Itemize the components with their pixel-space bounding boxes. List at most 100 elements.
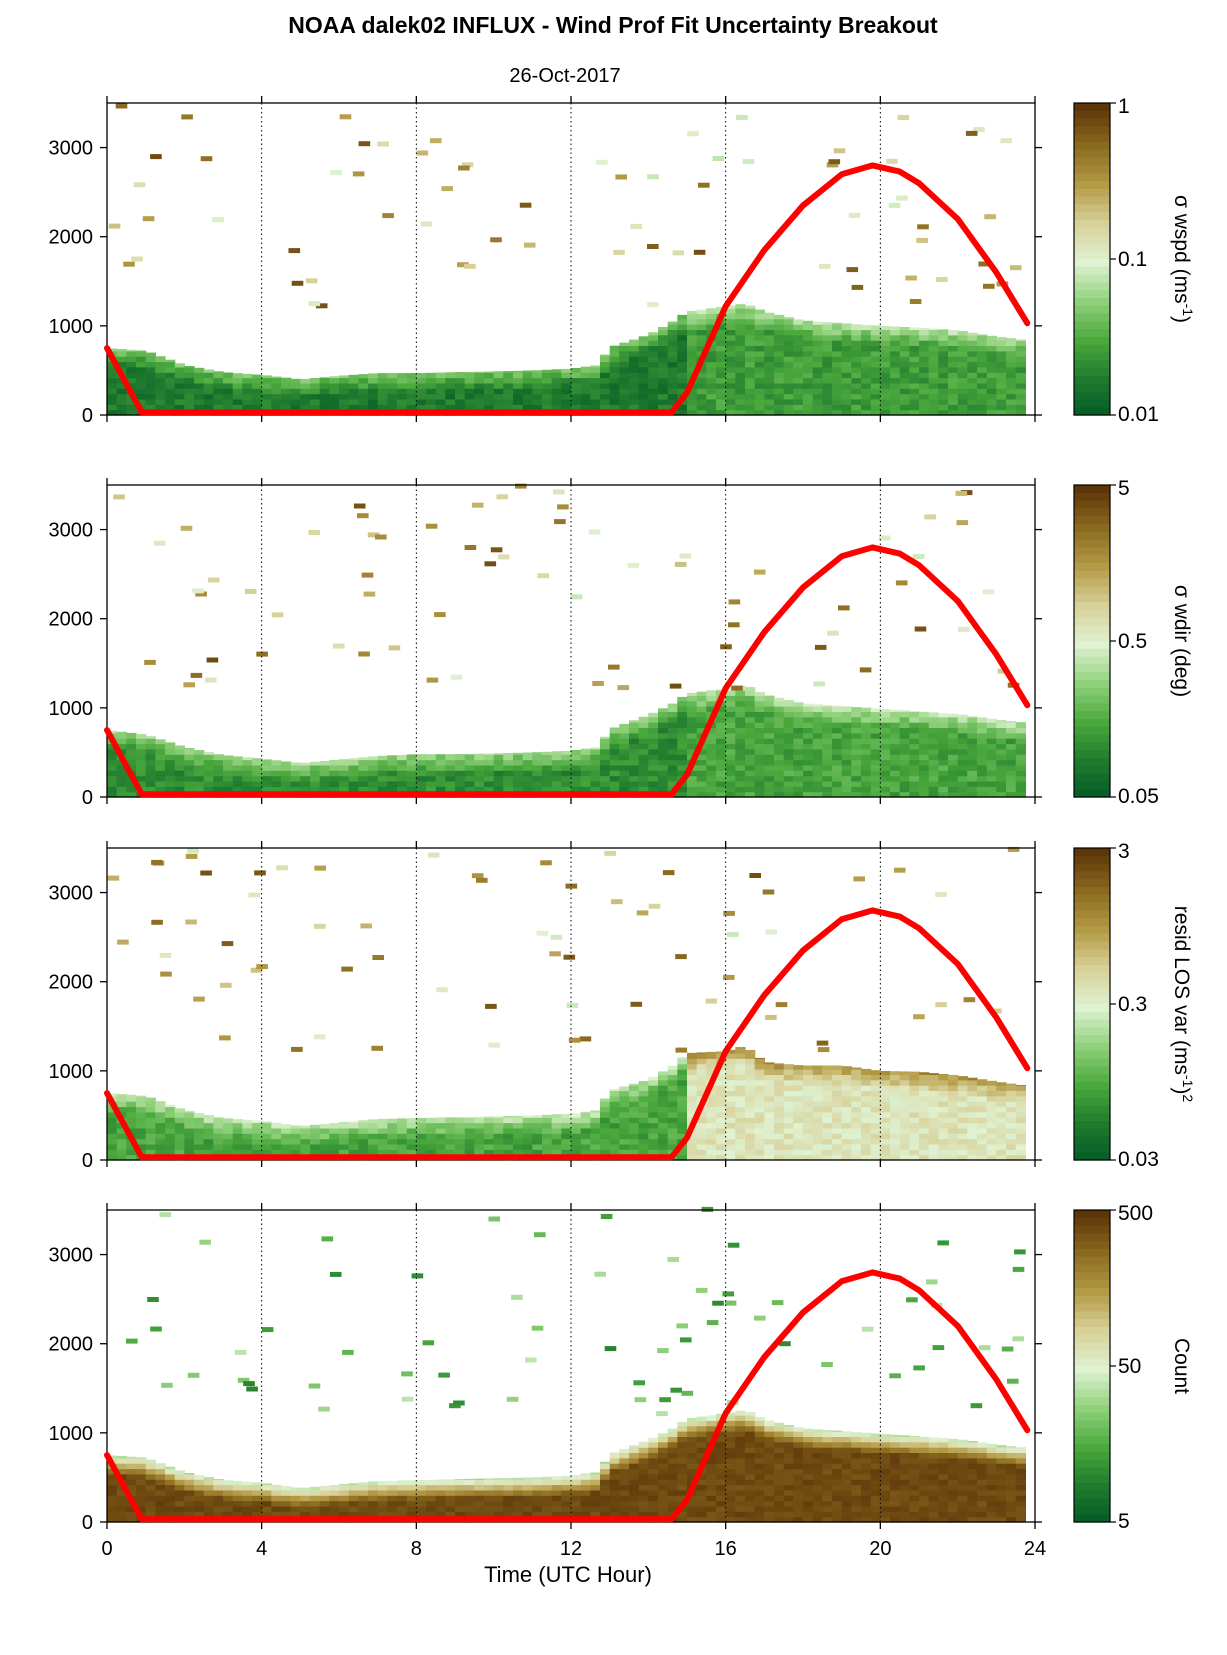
heatmap-cell — [938, 361, 949, 368]
heatmap-cell — [725, 716, 736, 723]
heatmap-cell — [600, 754, 611, 761]
heatmap-cell — [1006, 791, 1017, 798]
heatmap-cell — [165, 382, 176, 389]
heatmap-cell — [851, 1117, 862, 1124]
heatmap-cell — [687, 1111, 698, 1118]
heatmap-cell — [329, 388, 340, 395]
heatmap-cell — [426, 393, 437, 400]
heatmap-cell — [841, 1144, 852, 1150]
heatmap-cell — [116, 1138, 127, 1145]
heatmap-cell — [638, 350, 649, 357]
heatmap-cell — [464, 754, 475, 761]
heatmap-cell — [416, 1138, 427, 1145]
heatmap-cell — [377, 1506, 388, 1512]
heatmap-cell — [513, 754, 524, 761]
heatmap-cell — [696, 340, 707, 346]
heatmap-cell — [551, 1133, 562, 1140]
heatmap-cell — [503, 1122, 514, 1129]
heatmap-cell — [725, 377, 736, 384]
heatmap-cell — [155, 1127, 166, 1134]
heatmap-cell — [822, 1079, 833, 1086]
heatmap-cell — [252, 1120, 263, 1124]
heatmap-cell — [116, 409, 127, 416]
heatmap-cell — [774, 1138, 785, 1145]
heatmap-cell — [774, 1063, 785, 1070]
heatmap-cell — [658, 1436, 669, 1443]
heatmap-cell — [458, 165, 470, 171]
heatmap-cell — [254, 870, 266, 876]
heatmap-cell — [513, 1122, 524, 1129]
heatmap-cell — [899, 786, 910, 793]
heatmap-cell — [967, 399, 978, 405]
heatmap-cell — [928, 1073, 939, 1075]
heatmap-cell — [290, 382, 301, 389]
heatmap-cell — [832, 786, 843, 793]
heatmap-cell — [1006, 1133, 1017, 1140]
heatmap-cell — [706, 759, 717, 766]
heatmap-cell — [358, 1122, 369, 1129]
heatmap-cell — [242, 1127, 253, 1134]
heatmap-cell — [339, 781, 350, 787]
heatmap-cell — [107, 1122, 118, 1129]
heatmap-cell — [928, 748, 939, 755]
heatmap-cell — [126, 399, 137, 405]
heatmap-cell — [977, 722, 988, 728]
heatmap-cell — [629, 1445, 640, 1448]
heatmap-cell — [957, 340, 968, 346]
heatmap-cell — [416, 1489, 427, 1496]
heatmap-cell — [213, 399, 224, 405]
heatmap-cell — [1006, 1111, 1017, 1118]
heatmap-cell — [753, 569, 766, 575]
heatmap-cell — [841, 1117, 852, 1124]
colorbar-swatch — [1074, 980, 1110, 989]
heatmap-cell — [957, 738, 968, 745]
heatmap-cell — [155, 1463, 166, 1470]
heatmap-cell — [899, 340, 910, 346]
heatmap-cell — [203, 1133, 214, 1140]
heatmap-cell — [551, 404, 562, 411]
heatmap-cell — [957, 1127, 968, 1134]
heatmap-cell — [658, 748, 669, 755]
heatmap-cell — [571, 388, 582, 395]
heatmap-cell — [329, 1138, 340, 1145]
colorbar-swatch — [1074, 664, 1110, 673]
heatmap-cell — [754, 764, 765, 771]
heatmap-cell — [667, 716, 678, 723]
heatmap-cell — [890, 326, 901, 330]
heatmap-cell — [271, 393, 282, 400]
heatmap-cell — [435, 377, 446, 384]
heatmap-cell — [116, 1456, 127, 1459]
heatmap-cell — [213, 404, 224, 411]
heatmap-cell — [223, 1480, 234, 1486]
heatmap-cell — [474, 770, 485, 777]
heatmap-cell — [300, 764, 311, 771]
heatmap-cell — [490, 237, 502, 243]
heatmap-cell — [375, 534, 387, 540]
heatmap-cell — [667, 393, 678, 400]
heatmap-cell — [155, 1133, 166, 1140]
heatmap-cell — [484, 770, 495, 777]
heatmap-cell — [822, 340, 833, 346]
heatmap-cell — [677, 1421, 688, 1427]
heatmap-cell — [793, 329, 804, 336]
heatmap-cell — [619, 743, 630, 750]
heatmap-cell — [783, 1154, 794, 1161]
heatmap-cell — [155, 1511, 166, 1518]
heatmap-cell — [967, 1144, 978, 1150]
heatmap-cell — [793, 361, 804, 368]
heatmap-cell — [426, 377, 437, 384]
heatmap-cell — [300, 1149, 311, 1156]
heatmap-cell — [305, 278, 318, 284]
heatmap-cell — [590, 1133, 601, 1140]
heatmap-cell — [783, 334, 794, 341]
heatmap-cell — [314, 923, 326, 929]
heatmap-cell — [329, 404, 340, 411]
heatmap-cell — [503, 1479, 514, 1486]
heatmap-cell — [515, 483, 527, 489]
heatmap-cell — [716, 393, 727, 400]
heatmap-cell — [696, 1431, 707, 1437]
heatmap-cell — [948, 754, 959, 761]
heatmap-cell — [706, 1069, 717, 1075]
heatmap-cell — [667, 345, 678, 352]
heatmap-cell — [986, 786, 997, 793]
